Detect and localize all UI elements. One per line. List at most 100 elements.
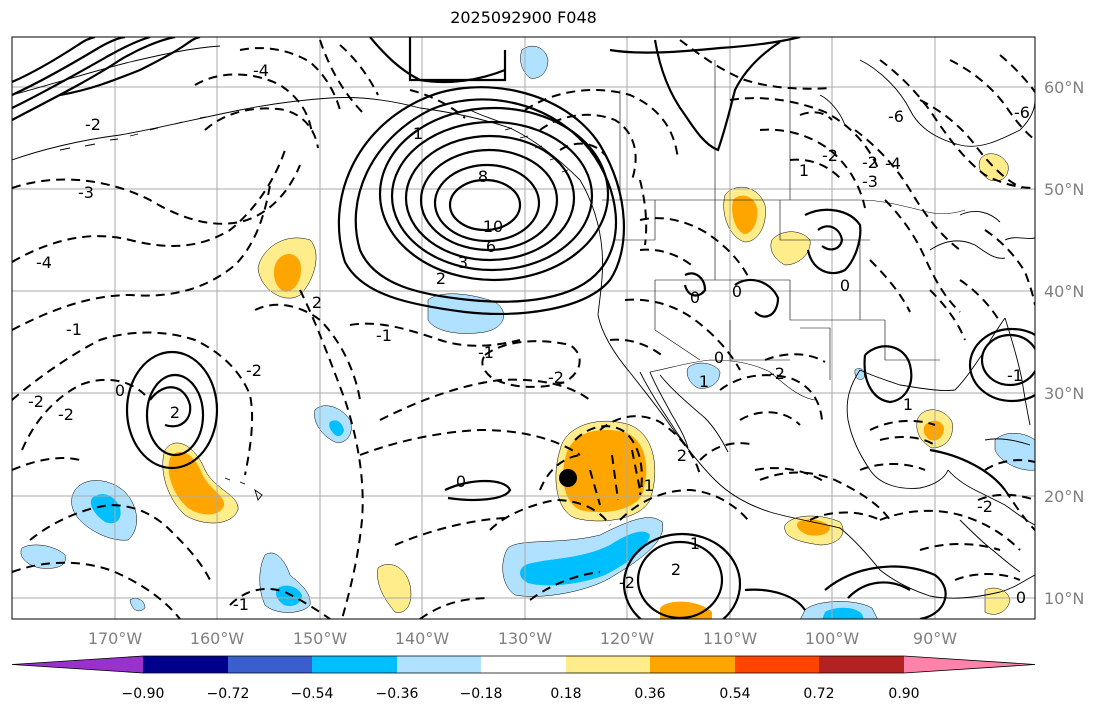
contour-label: -4 — [36, 253, 52, 272]
negative-anomaly-area — [276, 585, 302, 606]
colorbar-extend-low — [12, 656, 143, 673]
latitude-labels: 60°N 50°N 40°N 30°N 20°N 10°N — [1044, 78, 1084, 608]
negative-anomaly-area — [129, 598, 146, 612]
contour-label: -1 — [1007, 366, 1023, 385]
positive-anomaly-area — [770, 231, 811, 266]
colorbar-outline — [11, 655, 1036, 674]
negative-anomaly-area — [427, 293, 504, 334]
contour-label: -2 — [85, 115, 101, 134]
contour-label: -2 — [28, 392, 44, 411]
positive-anomaly-area — [923, 420, 944, 441]
contour-label: -2 — [619, 573, 635, 592]
contour-label: 0 — [732, 282, 742, 301]
colorbar-tick-label: −0.72 — [207, 686, 250, 702]
colorbar-tick-label: −0.36 — [376, 686, 419, 702]
contour-label: 3 — [458, 253, 468, 272]
colorbar-segment — [650, 656, 735, 673]
contour-label: 2 — [671, 560, 681, 579]
contour-label: -6 — [888, 107, 904, 126]
contour-label: -2 — [769, 364, 785, 383]
colorbar-segment — [481, 656, 566, 673]
contour-label: 0 — [115, 381, 125, 400]
negative-anomaly-area — [20, 544, 66, 569]
negative-anomaly-area — [520, 45, 549, 79]
contour-label: -1 — [66, 320, 82, 339]
contour-label: 2 — [677, 446, 687, 465]
lat-label: 50°N — [1044, 180, 1084, 199]
negative-anomaly-area — [686, 362, 721, 389]
longitude-labels: 170°W 160°W 150°W 140°W 130°W 120°W 110°… — [88, 629, 957, 648]
lon-label: 160°W — [190, 629, 245, 648]
positive-anomaly-area — [732, 195, 758, 234]
contour-label: 0 — [1016, 588, 1026, 607]
colorbar-segment — [228, 656, 312, 673]
lat-label: 10°N — [1044, 589, 1084, 608]
lon-label: 100°W — [805, 629, 860, 648]
lon-label: 140°W — [395, 629, 450, 648]
lat-label: 20°N — [1044, 487, 1084, 506]
contour-label: -6 — [1014, 103, 1030, 122]
lat-label: 40°N — [1044, 282, 1084, 301]
contour-label: -4 — [885, 154, 901, 173]
contours — [12, 37, 1035, 619]
contours-dashed — [12, 39, 1035, 619]
contour-label: -1 — [638, 476, 654, 495]
colorbar-tick-label: 0.72 — [803, 686, 834, 702]
colorbar-extend-high — [904, 656, 1035, 673]
contour-label: 10 — [483, 217, 503, 236]
positive-anomaly-area — [984, 587, 1011, 615]
colorbar-tick-label: −0.54 — [291, 686, 334, 702]
lon-label: 130°W — [498, 629, 553, 648]
contour-label: 0 — [840, 276, 850, 295]
shading-layer — [20, 45, 1035, 619]
contour-label: 0 — [690, 288, 700, 307]
lon-label: 170°W — [88, 629, 143, 648]
contour-label: -2 — [548, 368, 564, 387]
lon-label: 90°W — [913, 629, 957, 648]
map-title: 2025092900 F048 — [450, 8, 597, 27]
colorbar-tick-label: −0.18 — [460, 686, 503, 702]
graticule — [12, 37, 1035, 619]
contour-label: -1 — [233, 595, 249, 614]
positive-anomaly-area — [978, 153, 1009, 181]
coastlines — [12, 45, 1035, 599]
positive-anomaly-area — [563, 429, 647, 513]
colorbar — [11, 655, 1036, 674]
colorbar-segment — [735, 656, 819, 673]
contour-label: 6 — [486, 237, 496, 256]
lon-label: 150°W — [293, 629, 348, 648]
colorbar-segment — [566, 656, 650, 673]
contour-label: 8 — [478, 167, 488, 186]
contour-label: 1 — [699, 372, 709, 391]
contour-label: -4 — [253, 61, 269, 80]
colorbar-segment — [819, 656, 904, 673]
contour-label: 1 — [413, 124, 423, 143]
negative-anomaly-area — [329, 420, 344, 437]
contour-label: -3 — [862, 172, 878, 191]
contour-label: -1 — [478, 343, 494, 362]
negative-anomaly-area — [520, 531, 650, 586]
colorbar-ticks: −0.90 −0.72 −0.54 −0.36 −0.18 0.18 0.36 … — [122, 686, 920, 702]
contour-label: -2 — [246, 361, 262, 380]
colorbar-segment — [397, 656, 481, 673]
contour-label: 0 — [456, 472, 466, 491]
contour-label: -1 — [376, 326, 392, 345]
lat-label: 60°N — [1044, 78, 1084, 97]
negative-anomaly-area — [90, 494, 121, 524]
contour-label: 0 — [714, 348, 724, 367]
contour-label: 2 — [170, 403, 180, 422]
contour-label: -2 — [977, 497, 993, 516]
lat-label: 30°N — [1044, 384, 1084, 403]
map-content — [12, 37, 1035, 619]
contour-label: 2 — [312, 293, 322, 312]
contour-label: 1 — [690, 534, 700, 553]
colorbar-segment — [312, 656, 397, 673]
contour-label: -2 — [58, 405, 74, 424]
colorbar-tick-label: −0.90 — [122, 686, 165, 702]
tropical-cyclone-marker — [559, 469, 577, 487]
colorbar-tick-label: 0.36 — [634, 686, 665, 702]
contour-labels: 81063212-4-2-3-4-1-2-202-2-1-2-10-121-2-… — [28, 61, 1030, 614]
positive-anomaly-area — [273, 254, 301, 292]
colorbar-segment — [143, 656, 228, 673]
